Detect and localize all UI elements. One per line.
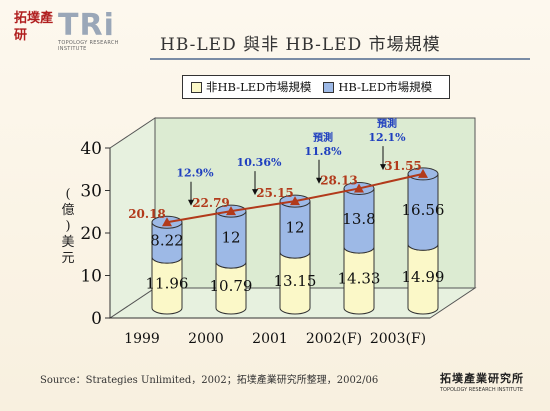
- value-label-0-1: 8.22: [150, 232, 183, 250]
- legend-label-hb: HB-LED市場規模: [338, 80, 433, 94]
- total-label-4: 31.55: [384, 159, 422, 173]
- legend-item-non-hb: 非HB-LED市場規模: [191, 79, 311, 95]
- total-marker-3: [354, 183, 364, 193]
- value-label-4-0: 14.99: [402, 268, 445, 286]
- y-tick-label-2: 20: [80, 224, 102, 244]
- growth-arrow-head-0: [188, 199, 194, 206]
- bar-body-3-0: [343, 246, 375, 315]
- tri-logo-cn: 拓墣產研: [14, 11, 54, 43]
- growth-arrow-head-2: [316, 177, 322, 184]
- x-tick-label-0: 1999: [124, 331, 160, 347]
- bar-0-seg-1: [151, 215, 183, 264]
- y-tick-label-4: 40: [80, 139, 102, 159]
- y-tick-label-3: 30: [80, 182, 102, 202]
- value-label-3-0: 14.33: [338, 270, 381, 288]
- total-marker-0: [162, 217, 172, 227]
- growth-arrow-head-3: [380, 164, 386, 171]
- bar-body-2-0: [279, 251, 311, 315]
- totals-line: 20.18 22.79 25.15 28.13 31.55: [128, 159, 428, 227]
- total-marker-1: [226, 206, 236, 216]
- total-label-1: 22.79: [192, 196, 230, 210]
- total-marker-2: [290, 196, 300, 206]
- growth-arrow-head-1: [252, 189, 258, 196]
- slide-title: HB-LED 與非 HB-LED 市場規模: [160, 35, 441, 55]
- growth-prefix-2: 預測: [313, 131, 333, 144]
- chart-legend: 非HB-LED市場規模 HB-LED市場規模: [182, 75, 450, 99]
- value-label-1-0: 10.79: [210, 277, 253, 295]
- bar-body-1-0: [215, 261, 247, 315]
- y-tick-label-1: 10: [80, 267, 102, 287]
- growth-label-0: 12.9%: [176, 167, 214, 180]
- x-axis: 1999 2000 2001 2002(F) 2003(F): [110, 317, 430, 347]
- bar-body-4-1: [407, 173, 439, 251]
- tri-footer-logo-en: TOPOLOGY RESEARCH INSTITUTE: [440, 387, 524, 393]
- title-divider: [150, 58, 530, 60]
- source-note: Source：Strategies Unlimited，2002；拓墣產業研究所…: [40, 375, 379, 386]
- total-label-0: 20.18: [128, 207, 166, 221]
- x-tick-label-2: 2001: [252, 331, 288, 347]
- growth-prefix-3: 預測: [377, 117, 397, 130]
- y-axis: 0 10 20 30 40 (億)美元: [61, 139, 111, 329]
- value-label-1-1: 12: [221, 229, 240, 247]
- legend-swatch-non-hb: [191, 81, 202, 93]
- bar-body-0-1: [151, 221, 183, 264]
- total-marker-4: [418, 168, 428, 178]
- tri-logo: 拓墣產研 TRi TOPOLOGY RESEARCH INSTITUTE: [6, 4, 136, 52]
- growth-label-1: 10.36%: [237, 156, 282, 169]
- chart-walls: [108, 117, 477, 319]
- legend-item-hb: HB-LED市場規模: [323, 79, 432, 95]
- value-label-2-1: 12: [285, 219, 304, 237]
- bar-body-3-1: [343, 187, 375, 254]
- data-labels: 11.96 8.22 10.79 12 13.15 12 14.33 13.8 14.99 16.…: [146, 201, 445, 295]
- x-tick-label-1: 2000: [188, 331, 224, 347]
- bar-body-1-1: [215, 210, 247, 269]
- value-label-0-0: 11.96: [146, 275, 189, 293]
- total-label-2: 25.15: [256, 186, 294, 200]
- growth-label-2: 11.8%: [304, 145, 342, 158]
- bar-body-2-1: [279, 200, 311, 259]
- tri-footer-logo-cn: 拓墣產業研究所: [440, 372, 524, 385]
- y-axis-label: (億)美元: [61, 187, 74, 266]
- bar-body-4-0: [407, 243, 439, 315]
- tri-footer-logo: 拓墣產業研究所 TOPOLOGY RESEARCH INSTITUTE: [440, 370, 546, 400]
- growth-label-3: 12.1%: [368, 131, 406, 144]
- legend-swatch-hb: [323, 81, 335, 93]
- legend-label-non-hb: 非HB-LED市場規模: [206, 80, 312, 94]
- value-label-2-0: 13.15: [274, 272, 317, 290]
- x-tick-label-3: 2002(F): [306, 331, 362, 347]
- bars: [151, 167, 439, 315]
- tri-logo-mark: TRi: [58, 8, 115, 43]
- bar-body-0-0: [151, 256, 183, 315]
- y-tick-label-0: 0: [91, 309, 102, 329]
- value-label-4-1: 16.56: [402, 201, 445, 219]
- total-label-3: 28.13: [320, 173, 358, 187]
- x-tick-label-4: 2003(F): [370, 331, 426, 347]
- tri-logo-subtitle: TOPOLOGY RESEARCH INSTITUTE: [58, 40, 119, 52]
- value-label-3-1: 13.8: [342, 210, 375, 228]
